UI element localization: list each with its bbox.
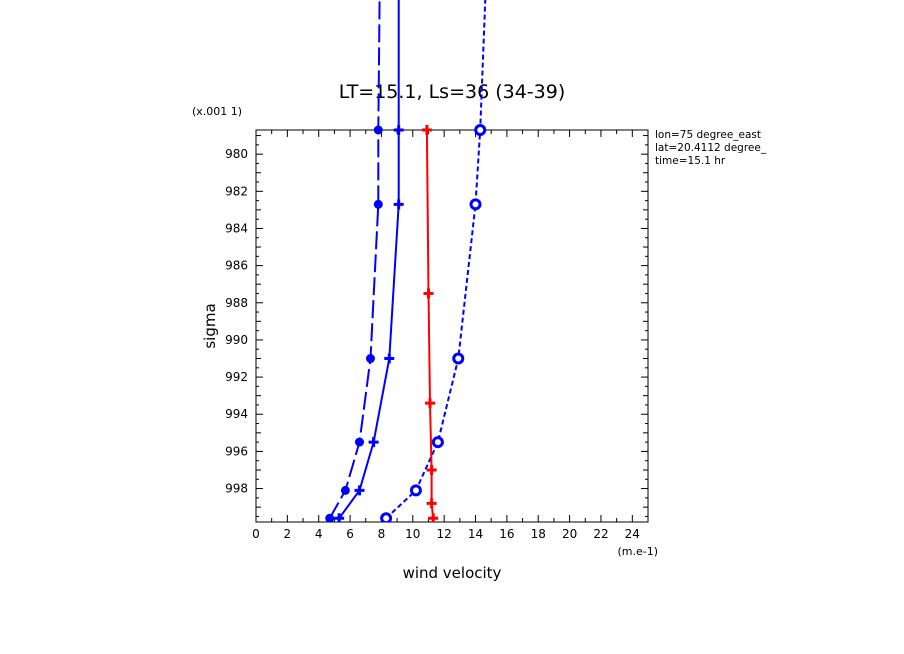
x-unit-label: (m.e-1) — [617, 545, 658, 558]
series-4-point — [421, 125, 432, 135]
series-1-point — [340, 485, 350, 495]
series-1-point — [365, 354, 375, 364]
plot-frame — [255, 129, 649, 523]
y-tick-label: 986 — [225, 259, 248, 273]
series-2-point — [393, 199, 404, 210]
x-tick-label: 14 — [468, 527, 483, 541]
series-group — [325, 0, 487, 522]
y-axis-label: sigma — [201, 303, 219, 348]
y-tick-label: 990 — [225, 333, 248, 347]
series-2-point — [393, 125, 404, 135]
x-tick-label: 20 — [562, 527, 577, 541]
series-1-point — [373, 199, 383, 209]
x-tick-label: 24 — [625, 527, 640, 541]
series-2-point — [368, 437, 379, 448]
x-tick-label: 16 — [499, 527, 514, 541]
series-4-point — [425, 398, 436, 409]
x-tick-label: 8 — [378, 527, 386, 541]
y-tick-label: 982 — [225, 184, 248, 198]
x-tick-label: 22 — [593, 527, 608, 541]
series-4-point — [423, 288, 434, 299]
annotation-lon: lon=75 degree_east — [655, 129, 761, 141]
series-3-point — [431, 436, 444, 449]
x-tick-label: 4 — [315, 527, 323, 541]
series-2-line — [338, 0, 400, 519]
series-4-point — [428, 513, 439, 522]
y-tick-label: 994 — [225, 407, 248, 421]
x-tick-label: 0 — [252, 527, 260, 541]
y-multiplier-label: (x.001 1) — [192, 105, 242, 118]
series-2-point — [354, 485, 365, 496]
y-tick-label: 980 — [225, 147, 248, 161]
y-tick-label: 998 — [225, 482, 248, 496]
series-2-point — [334, 513, 345, 522]
series-1-point — [354, 437, 364, 447]
chart-title: LT=15.1, Ls=36 (34-39) — [339, 81, 566, 103]
x-tick-label: 18 — [531, 527, 546, 541]
series-3-point — [474, 124, 487, 136]
annotation-time: time=15.1 hr — [655, 155, 726, 167]
axes: 0 2 4 6 8 10 12 14 16 18 20 22 249809829849869889909… — [225, 129, 649, 541]
series-3-point — [409, 484, 422, 497]
y-tick-label: 984 — [225, 221, 248, 235]
y-tick-label: 992 — [225, 370, 248, 384]
series-4-point — [426, 464, 437, 475]
x-axis-label: wind velocity — [403, 564, 502, 582]
series-4-point — [426, 498, 437, 509]
series-3-point — [452, 352, 465, 365]
annotation-lat: lat=20.4112 degree_ — [655, 142, 767, 154]
x-tick-label: 12 — [437, 527, 452, 541]
x-tick-label: 6 — [346, 527, 354, 541]
y-tick-label: 988 — [225, 296, 248, 310]
y-tick-label: 996 — [225, 444, 248, 458]
series-1-point — [373, 125, 383, 135]
x-tick-label: 2 — [284, 527, 292, 541]
series-3-point — [380, 512, 393, 522]
series-2-point — [384, 353, 395, 364]
series-1-point — [325, 513, 335, 522]
x-tick-label: 10 — [405, 527, 420, 541]
series-3-point — [469, 198, 482, 211]
